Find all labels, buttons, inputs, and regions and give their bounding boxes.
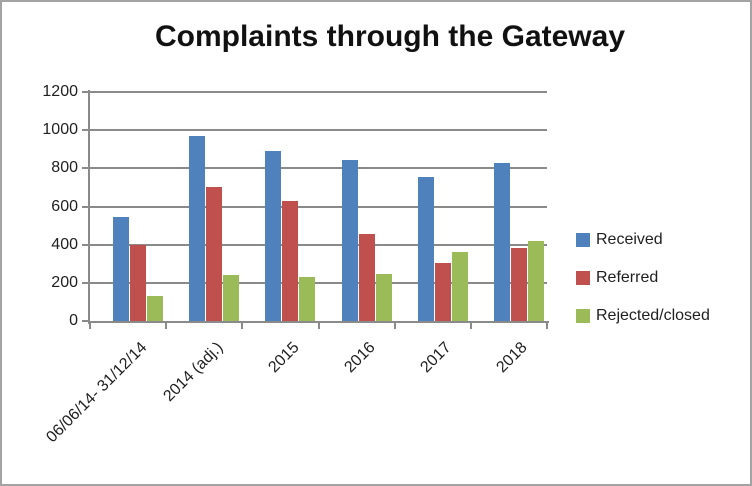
x-axis-line (88, 321, 549, 323)
bar-referred-5 (510, 248, 527, 321)
y-tick-label: 200 (51, 273, 78, 291)
legend-label: Referred (596, 269, 659, 286)
y-axis-tick (82, 320, 90, 322)
y-axis-line (88, 90, 90, 324)
x-axis-tick (469, 321, 472, 329)
legend-item-received: Received (576, 231, 663, 249)
x-axis-tick (165, 321, 168, 329)
bar-rejected-closed-1 (223, 275, 240, 321)
legend-swatch-referred (576, 271, 590, 285)
y-gridline (90, 281, 547, 284)
bar-referred-1 (206, 187, 223, 321)
bar-received-3 (341, 159, 358, 321)
bar-referred-4 (434, 262, 451, 321)
bar-rejected-closed-0 (147, 296, 163, 321)
y-axis-tick (82, 205, 90, 208)
bar-received-2 (265, 151, 282, 321)
y-tick-label: 1000 (42, 121, 78, 139)
y-gridline (90, 167, 547, 170)
y-axis-tick (82, 243, 90, 246)
bar-rejected-closed-4 (451, 252, 468, 321)
legend-swatch-rejected-closed (576, 309, 590, 323)
legend-item-referred: Referred (576, 269, 658, 287)
bar-received-4 (417, 176, 434, 321)
y-axis-tick (82, 129, 90, 132)
bar-rejected-closed-3 (375, 274, 392, 321)
bar-referred-2 (282, 200, 299, 321)
bar-rejected-closed-5 (527, 240, 544, 321)
y-tick-label: 0 (69, 312, 78, 329)
y-axis-tick (82, 91, 90, 93)
y-tick-label: 800 (51, 159, 78, 177)
legend-label: Rejected/closed (596, 307, 710, 324)
y-axis-tick (82, 167, 90, 170)
x-axis-tick (317, 321, 320, 329)
x-axis-tick (241, 321, 244, 329)
bar-referred-0 (130, 244, 146, 321)
legend-item-rejected-closed: Rejected/closed (576, 307, 710, 325)
bar-received-1 (189, 135, 206, 321)
y-tick-label: 600 (51, 197, 78, 215)
bar-referred-3 (358, 234, 375, 321)
chart-title: Complaints through the Gateway (154, 20, 626, 53)
y-gridline (90, 91, 547, 93)
x-axis-tick (546, 321, 548, 329)
bar-received-5 (493, 162, 510, 321)
legend-label: Received (596, 231, 663, 248)
y-tick-label: 1200 (42, 83, 78, 100)
y-gridline (90, 243, 547, 246)
y-gridline (90, 205, 547, 208)
legend-swatch-received (576, 233, 590, 247)
bar-received-0 (113, 216, 129, 321)
y-axis-tick (82, 281, 90, 284)
bar-rejected-closed-2 (299, 277, 316, 321)
y-tick-label: 400 (51, 235, 78, 253)
x-axis-tick (393, 321, 396, 329)
x-axis-tick (89, 321, 91, 329)
y-gridline (90, 129, 547, 132)
